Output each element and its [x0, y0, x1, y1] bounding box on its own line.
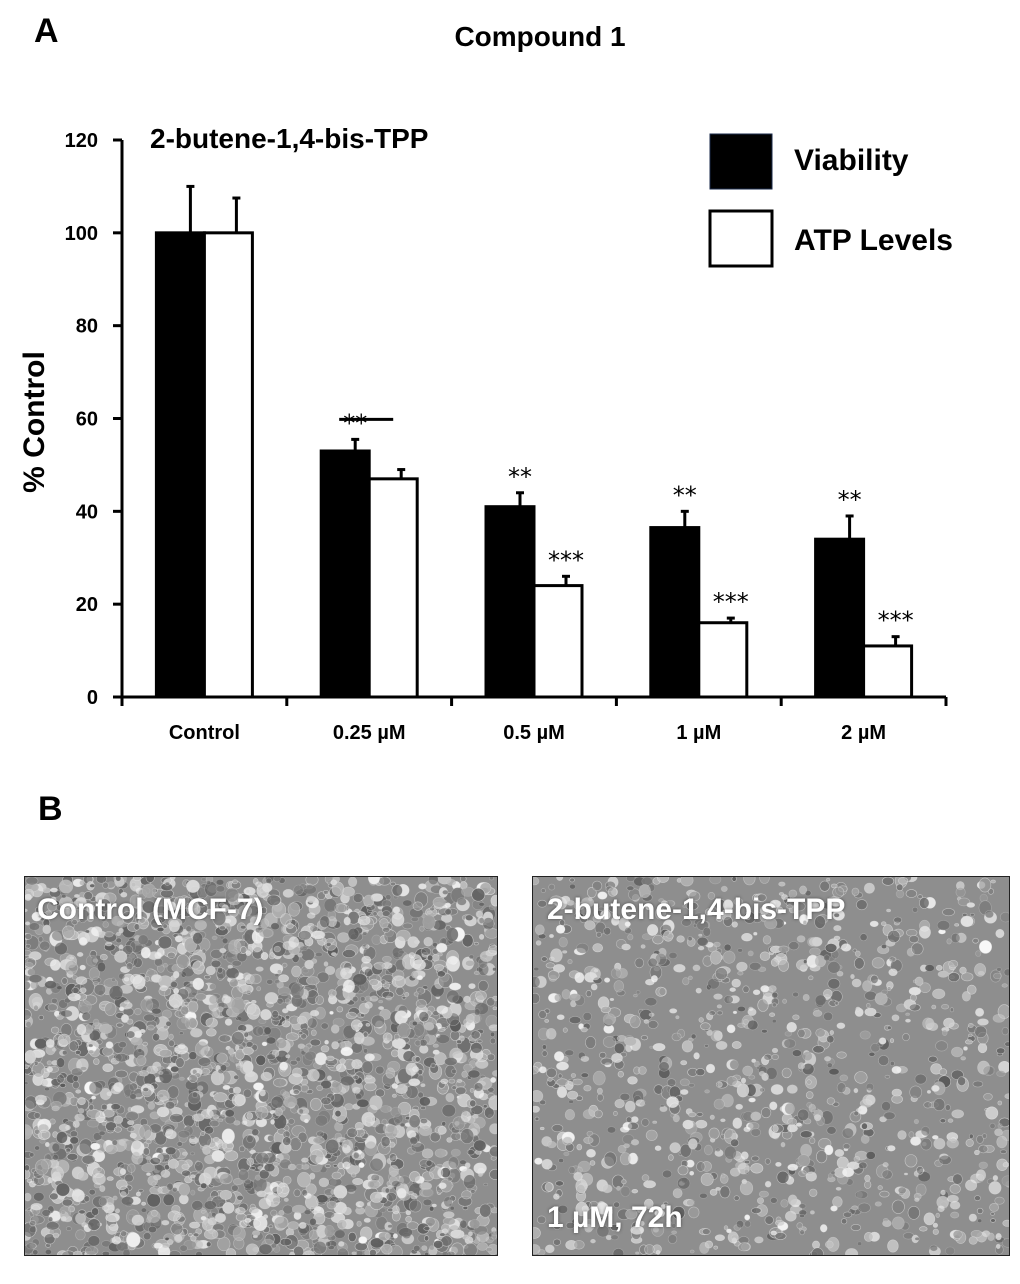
bar-atp: [862, 644, 914, 699]
bar-viability: [154, 231, 206, 699]
bar-atp: [532, 584, 584, 699]
y-tick-label: 20: [76, 594, 98, 616]
y-tick-label: 40: [76, 501, 98, 523]
bar-viability: [649, 526, 701, 699]
legend-label-viability: Viability: [794, 144, 909, 177]
significance-marker: **: [838, 486, 862, 514]
chart-title: Compound 1: [454, 21, 625, 52]
x-tick-label: Control: [169, 722, 240, 744]
y-tick-label: 100: [65, 223, 98, 245]
y-axis-label: % Control: [18, 351, 51, 493]
y-tick-label: 60: [76, 409, 98, 431]
bar-viability: [484, 505, 536, 699]
significance-marker: **: [673, 481, 697, 509]
bar-chart: Compound 1 2-butene-1,4-bis-TPP % Contro…: [18, 21, 953, 744]
significance-marker: ***: [878, 607, 914, 635]
x-tick-label: 1 µM: [676, 722, 721, 744]
panel-b-letter: B: [38, 790, 63, 828]
bar-viability: [319, 449, 371, 699]
bar-atp: [697, 621, 749, 699]
bar-atp: [202, 231, 254, 699]
legend: Viability ATP Levels: [708, 133, 953, 268]
significance-marker: ***: [548, 546, 584, 574]
micrograph-treated-sublabel: 1 µM, 72h: [547, 1201, 683, 1234]
legend-label-atp: ATP Levels: [794, 224, 953, 257]
bar-atp: [367, 477, 419, 699]
legend-swatch-atp: [708, 209, 774, 268]
bar-viability: [814, 537, 866, 699]
significance-marker: ***: [713, 588, 749, 616]
y-tick-label: 80: [76, 316, 98, 338]
micrograph-control-label: Control (MCF-7): [37, 893, 264, 926]
legend-swatch-viability: [709, 133, 773, 190]
micrograph-treated: 2-butene-1,4-bis-TPP 1 µM, 72h: [532, 876, 1010, 1256]
y-tick-label: 120: [65, 130, 98, 152]
x-tick-label: 0.5 µM: [503, 722, 565, 744]
significance-marker: **: [343, 409, 367, 437]
significance-marker: **: [508, 463, 532, 491]
micrograph-treated-label: 2-butene-1,4-bis-TPP: [547, 893, 846, 926]
panel-a-letter: A: [34, 12, 59, 50]
y-tick-label: 0: [87, 687, 98, 709]
chart-subtitle: 2-butene-1,4-bis-TPP: [150, 123, 428, 154]
micrograph-control: Control (MCF-7): [24, 876, 498, 1256]
x-tick-label: 0.25 µM: [333, 722, 406, 744]
x-tick-label: 2 µM: [841, 722, 886, 744]
